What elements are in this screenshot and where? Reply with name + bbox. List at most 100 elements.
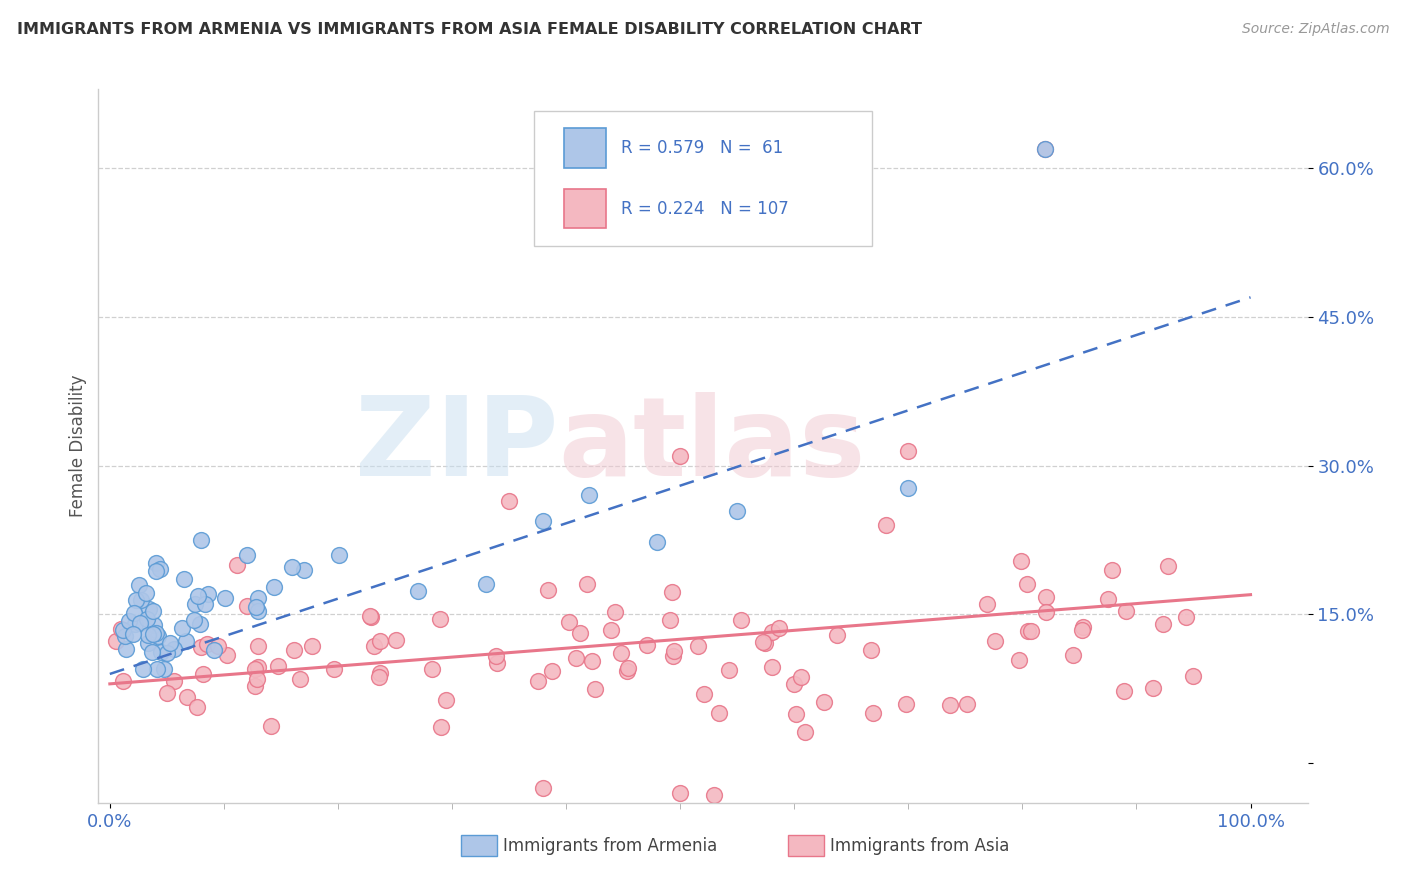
Point	[246, 673, 269, 687]
Point	[617, 661, 640, 675]
Point	[283, 643, 305, 657]
Point	[145, 564, 167, 578]
Point	[669, 449, 692, 463]
Text: ZIP: ZIP	[354, 392, 558, 500]
Point	[163, 673, 186, 688]
Point	[1035, 605, 1057, 619]
Point	[148, 629, 170, 643]
Point	[422, 662, 444, 676]
Point	[662, 644, 685, 658]
Point	[363, 639, 385, 653]
Point	[136, 612, 159, 626]
Text: R = 0.224   N = 107: R = 0.224 N = 107	[621, 200, 789, 218]
Point	[661, 585, 683, 599]
Point	[527, 673, 550, 688]
Text: Source: ZipAtlas.com: Source: ZipAtlas.com	[1241, 22, 1389, 37]
Point	[718, 664, 741, 678]
Point	[531, 780, 554, 795]
Point	[782, 677, 804, 691]
Point	[197, 637, 219, 651]
Point	[761, 625, 783, 640]
Point	[370, 666, 392, 681]
Point	[247, 591, 270, 605]
Point	[568, 625, 591, 640]
Point	[1115, 604, 1137, 618]
FancyBboxPatch shape	[534, 111, 872, 246]
Point	[260, 719, 283, 733]
Point	[292, 563, 315, 577]
Point	[956, 697, 979, 711]
Point	[328, 548, 350, 562]
Point	[558, 615, 581, 629]
Point	[288, 673, 311, 687]
Point	[111, 623, 134, 637]
Text: Immigrants from Asia: Immigrants from Asia	[830, 837, 1010, 855]
Point	[162, 641, 184, 656]
Point	[429, 612, 451, 626]
Point	[214, 591, 236, 605]
Point	[768, 622, 790, 636]
Point	[616, 664, 638, 678]
Point	[121, 627, 143, 641]
Point	[155, 646, 177, 660]
Point	[190, 617, 212, 632]
Point	[360, 609, 382, 624]
Point	[610, 646, 633, 660]
Point	[434, 692, 457, 706]
Point	[173, 572, 195, 586]
Point	[1156, 559, 1178, 574]
Point	[263, 580, 285, 594]
Point	[152, 662, 174, 676]
Point	[406, 583, 429, 598]
Point	[136, 635, 159, 649]
Point	[485, 656, 508, 670]
Point	[141, 604, 163, 618]
Point	[859, 643, 882, 657]
Point	[114, 641, 136, 656]
Point	[207, 640, 229, 654]
Point	[149, 645, 172, 659]
Point	[1097, 592, 1119, 607]
Point	[114, 629, 136, 643]
Point	[1175, 610, 1198, 624]
Point	[1015, 576, 1038, 591]
Point	[897, 481, 920, 495]
Point	[897, 444, 920, 458]
Point	[125, 593, 148, 607]
Bar	[461, 835, 498, 856]
Point	[793, 725, 815, 739]
Point	[194, 597, 217, 611]
Point	[135, 586, 157, 600]
Point	[145, 556, 167, 570]
Point	[658, 613, 681, 627]
Point	[1010, 554, 1032, 568]
Point	[983, 634, 1005, 648]
Point	[707, 706, 730, 720]
Point	[243, 662, 266, 676]
Point	[187, 590, 209, 604]
Point	[647, 534, 669, 549]
Point	[578, 487, 600, 501]
Point	[669, 786, 692, 800]
Point	[703, 788, 725, 802]
Point	[217, 648, 239, 662]
Point	[359, 609, 381, 624]
Point	[541, 664, 564, 678]
Point	[785, 707, 807, 722]
Point	[142, 626, 165, 640]
Point	[110, 622, 132, 636]
Point	[124, 616, 146, 631]
Point	[136, 628, 159, 642]
Point	[368, 670, 391, 684]
Point	[267, 659, 290, 673]
Point	[1142, 681, 1164, 696]
Point	[1181, 669, 1204, 683]
Point	[430, 720, 453, 734]
Point	[827, 628, 849, 642]
Point	[186, 700, 208, 714]
Point	[813, 695, 835, 709]
Point	[536, 582, 558, 597]
Point	[149, 562, 172, 576]
Point	[156, 686, 179, 700]
Point	[1035, 591, 1057, 605]
